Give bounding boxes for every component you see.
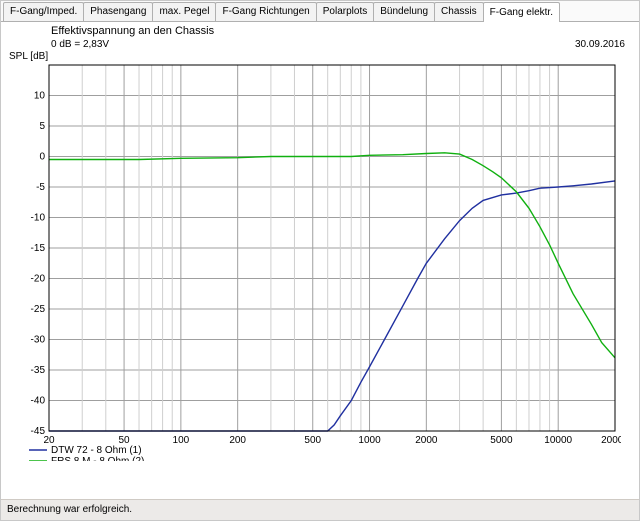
svg-text:5000: 5000 bbox=[490, 435, 513, 446]
svg-text:20000: 20000 bbox=[601, 435, 621, 446]
svg-text:500: 500 bbox=[304, 435, 321, 446]
tab-7[interactable]: F-Gang elektr. bbox=[483, 2, 560, 22]
svg-text:-40: -40 bbox=[31, 396, 46, 407]
svg-text:-45: -45 bbox=[31, 426, 46, 437]
svg-text:0: 0 bbox=[39, 152, 45, 163]
svg-text:-15: -15 bbox=[31, 243, 46, 254]
svg-text:-10: -10 bbox=[31, 213, 46, 224]
svg-text:-35: -35 bbox=[31, 365, 46, 376]
svg-text:10: 10 bbox=[34, 91, 46, 102]
tab-2[interactable]: max. Pegel bbox=[152, 2, 216, 21]
chart-subtitle: 0 dB = 2,83V bbox=[51, 39, 109, 50]
tab-0[interactable]: F-Gang/Imped. bbox=[3, 2, 84, 21]
chart-area: 20501002005001000200050001000020000-45-4… bbox=[21, 61, 621, 461]
tab-4[interactable]: Polarplots bbox=[316, 2, 374, 21]
tab-6[interactable]: Chassis bbox=[434, 2, 484, 21]
svg-text:-25: -25 bbox=[31, 304, 46, 315]
legend-1: FRS 8 M - 8 Ohm (2) bbox=[51, 456, 144, 461]
chart-svg: 20501002005001000200050001000020000-45-4… bbox=[21, 61, 621, 461]
svg-text:10000: 10000 bbox=[544, 435, 572, 446]
svg-text:-20: -20 bbox=[31, 274, 46, 285]
svg-text:2000: 2000 bbox=[415, 435, 438, 446]
svg-text:-5: -5 bbox=[36, 182, 45, 193]
legend-0: DTW 72 - 8 Ohm (1) bbox=[51, 445, 142, 456]
app-window: F-Gang/Imped.Phasengangmax. PegelF-Gang … bbox=[0, 0, 640, 521]
tab-1[interactable]: Phasengang bbox=[83, 2, 153, 21]
svg-text:5: 5 bbox=[39, 121, 45, 132]
svg-text:200: 200 bbox=[229, 435, 246, 446]
chart-date: 30.09.2016 bbox=[575, 39, 625, 50]
tab-5[interactable]: Bündelung bbox=[373, 2, 435, 21]
svg-text:100: 100 bbox=[173, 435, 190, 446]
svg-text:1000: 1000 bbox=[358, 435, 381, 446]
status-bar: Berechnung war erfolgreich. bbox=[1, 499, 639, 520]
status-text: Berechnung war erfolgreich. bbox=[7, 504, 132, 515]
svg-text:-30: -30 bbox=[31, 335, 46, 346]
chart-title: Effektivspannung an den Chassis bbox=[51, 25, 214, 37]
tab-strip: F-Gang/Imped.Phasengangmax. PegelF-Gang … bbox=[1, 1, 639, 22]
tab-3[interactable]: F-Gang Richtungen bbox=[215, 2, 316, 21]
